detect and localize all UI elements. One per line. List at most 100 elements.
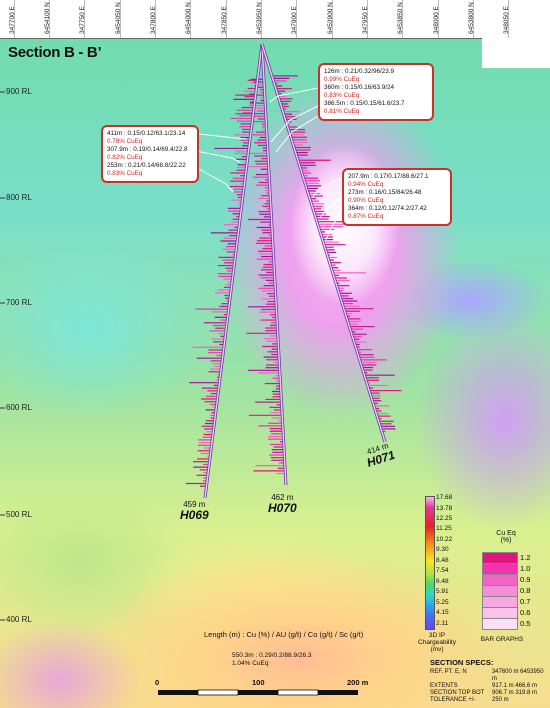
callout-h070-intercepts: 126m : 0.21/0.32/96/23.9 0.99% CuEq 360m…	[318, 63, 434, 121]
callout-h071-intercepts: 207.9m : 0.17/0.17/88.6/27.1 0.94% CuEq …	[342, 168, 452, 226]
callout-cueq: 0.83% CuEq	[324, 92, 360, 99]
elevation-label: 600 RL	[6, 403, 32, 412]
assay-example-cueq: 1.04% CuEq	[232, 660, 269, 667]
leader-line	[269, 87, 319, 103]
hole-id: H070	[268, 501, 297, 515]
assay-key-header: Length (m) : Cu (%) / AU (g/t) / Co (g/t…	[204, 630, 364, 639]
callout-line: 273m : 0.16/0.15/84/26.48	[348, 189, 422, 196]
leader-line	[189, 132, 247, 140]
scale-segment	[197, 689, 239, 696]
ip-value: 2.11	[436, 620, 449, 627]
h071-trace-core	[261, 43, 386, 443]
leader-line	[311, 177, 343, 199]
hole-label-h070: 462 m H070	[268, 493, 297, 515]
spec-key: TOLERANCE +/-	[430, 697, 476, 703]
ip-value: 17.68	[436, 494, 453, 501]
cueq-value: 0.8	[520, 586, 531, 595]
elevation-label: 700 RL	[6, 298, 32, 307]
elevation-label: 400 RL	[6, 615, 32, 624]
ip-value: 6.48	[436, 578, 449, 585]
callout-cueq: 0.83% CuEq	[107, 170, 143, 177]
scale-label: 100	[252, 678, 265, 687]
leader-line	[189, 163, 234, 193]
spec-key: REF. PT. E, N	[430, 669, 467, 675]
leader-line	[275, 115, 319, 153]
ip-value: 5.25	[436, 599, 449, 606]
ip-legend-title-line: 3D IP	[428, 632, 446, 639]
hole-id: H069	[180, 508, 209, 522]
ip-value: 10.22	[436, 536, 453, 543]
scale-label: 0	[155, 678, 160, 687]
elevation-label: 500 RL	[6, 510, 32, 519]
leader-line	[319, 195, 343, 219]
ip-value: 11.25	[436, 525, 452, 532]
spec-key: EXTENTS	[430, 683, 458, 689]
cueq-legend-title-line: (%)	[500, 537, 512, 544]
spec-value: 347600 m 6453950 m	[491, 669, 544, 682]
callout-line: 126m : 0.21/0.32/96/23.9	[324, 68, 395, 75]
ip-legend-title-line: (mv)	[430, 646, 444, 653]
scale-label: 200 m	[347, 678, 369, 687]
callout-line: 411m : 0.15/0.12/63.1/23.14	[107, 130, 186, 137]
callout-line: 207.9m : 0.17/0.17/88.6/27.1	[348, 173, 429, 180]
leader-line	[189, 149, 241, 163]
ip-value: 4.15	[436, 609, 449, 616]
cueq-value: 0.9	[520, 575, 531, 584]
leader-line	[270, 105, 319, 143]
callout-cueq: 0.87% CuEq	[348, 213, 384, 220]
section-specs: SECTION SPECS: REF. PT. E, N 347600 m 645…	[430, 658, 550, 704]
coordinate-band	[0, 0, 550, 39]
hole-label-h069: 459 m H069	[180, 500, 209, 522]
section-title: Section B - B’	[8, 44, 102, 61]
assay-key-example: 550.3m : 0.29/0.2/88.9/26.3 1.04% CuEq	[232, 652, 312, 668]
ip-value: 8.48	[436, 557, 449, 564]
spec-value: 906.7 m 319.8 m	[492, 690, 538, 696]
ip-value: 12.25	[436, 515, 453, 522]
callout-line: 364m : 0.12/0.12/74.2/27.42	[348, 205, 427, 212]
hole-depth: 459 m	[183, 500, 206, 509]
cueq-value: 0.6	[520, 608, 531, 617]
ip-color-scale	[425, 496, 435, 630]
assay-example-line: 550.3m : 0.29/0.2/88.9/26.3	[232, 652, 312, 659]
scale-segment	[318, 690, 358, 695]
cueq-legend-title-line: Cu Eq	[496, 530, 516, 537]
h069-trace-core	[204, 43, 263, 499]
callout-cueq: 0.82% CuEq	[107, 154, 143, 161]
h070-bar-graph	[234, 78, 286, 475]
callout-line: 307.9m : 0.19/0.14/69.4/22.8	[107, 146, 188, 153]
scale-segment	[238, 690, 278, 695]
scale-segment	[277, 689, 319, 696]
ip-value: 5.91	[436, 588, 449, 595]
callout-line: 386.5m : 0.15/0.15/61.6/23.7	[324, 100, 405, 107]
cueq-value: 0.5	[520, 619, 531, 628]
cueq-value: 1.0	[520, 564, 531, 573]
scale-segment	[158, 690, 198, 695]
ip-value: 7.54	[436, 567, 449, 574]
callout-cueq: 0.90% CuEq	[348, 197, 384, 204]
elevation-label: 800 RL	[6, 193, 32, 202]
callout-cueq: 0.81% CuEq	[324, 108, 360, 115]
blank-panel	[482, 38, 550, 68]
callout-line: 360m : 0.15/0.16/63.9/24	[324, 84, 395, 91]
bar-graphs-caption: BAR GRAPHS	[480, 636, 524, 643]
elevation-label: 900 RL	[6, 87, 32, 96]
h071-bar-graph	[271, 75, 402, 433]
callout-cueq: 0.94% CuEq	[348, 181, 384, 188]
cueq-swatch	[482, 618, 518, 630]
ip-legend-title: 3D IP Chargeability (mv)	[412, 632, 462, 653]
h070-trace-core	[261, 43, 287, 486]
hole-depth: 462 m	[271, 493, 294, 502]
cueq-legend-title: Cu Eq (%)	[482, 530, 530, 544]
cueq-value: 1.2	[520, 553, 531, 562]
leader-line	[325, 209, 343, 241]
callout-line: 253m : 0.21/0.14/68.8/22.22	[107, 162, 186, 169]
specs-title: SECTION SPECS:	[430, 658, 494, 667]
callout-h069-intercepts: 411m : 0.15/0.12/63.1/23.14 0.78% CuEq 3…	[101, 125, 199, 183]
spec-value: 917.1 m 466.6 m	[492, 683, 538, 689]
callout-cueq: 0.99% CuEq	[324, 76, 360, 83]
cueq-value: 0.7	[520, 597, 531, 606]
spec-key: SECTION TOP BOT	[430, 690, 485, 696]
ip-value: 9.30	[436, 546, 449, 553]
